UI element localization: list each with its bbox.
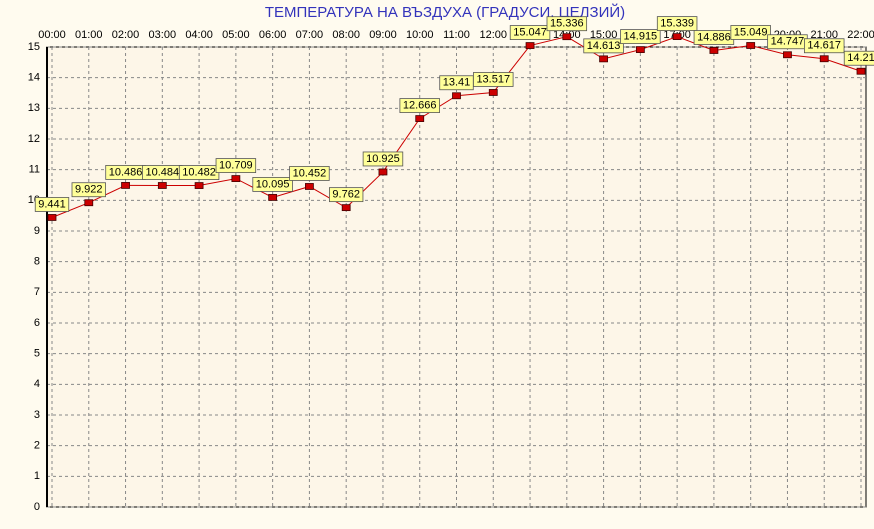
point <box>121 182 130 189</box>
value-label: 12.666 <box>403 99 437 111</box>
point <box>856 67 866 75</box>
x-tick-label: 15:00 <box>590 29 618 41</box>
y-tick-label: 1 <box>34 470 40 482</box>
value-label-box <box>34 197 70 212</box>
value-label-box <box>656 16 698 32</box>
point <box>378 168 388 176</box>
point <box>452 92 461 100</box>
value-label: 15.339 <box>660 18 694 30</box>
value-label: 10.482 <box>182 166 216 178</box>
y-tick-label: 15 <box>28 41 40 53</box>
value-label: 14.886 <box>697 31 731 43</box>
value-label: 13.517 <box>476 73 510 85</box>
value-label-box <box>399 98 440 113</box>
value-label-box <box>509 25 551 40</box>
value-label: 10.484 <box>145 166 179 178</box>
chart-title: ТЕМПЕРАТУРА НА ВЪЗДУХА (ГРАДУСИ, ЦЕЛЗИЙ) <box>265 3 625 21</box>
y-tick-label: 12 <box>28 133 40 145</box>
point <box>268 194 278 201</box>
y-tick-label: 3 <box>34 409 40 421</box>
x-tick-label: 09:00 <box>369 29 397 41</box>
x-tick-label: 22:00 <box>847 29 874 41</box>
x-tick-label: 00:00 <box>38 29 66 41</box>
value-label: 13.41 <box>443 77 471 89</box>
value-label-box <box>329 187 364 203</box>
y-tick-label: 14 <box>28 72 40 84</box>
y-tick-label: 5 <box>34 348 40 360</box>
y-tick-label: 4 <box>34 378 40 390</box>
y-tick-label: 7 <box>34 286 40 298</box>
point <box>415 115 425 122</box>
y-tick-label: 6 <box>34 317 40 329</box>
point <box>194 182 204 189</box>
value-label-box <box>215 158 257 173</box>
value-label: 10.925 <box>366 153 400 165</box>
x-tick-label: 10:00 <box>406 29 434 41</box>
value-label-box <box>803 38 845 54</box>
x-tick-label: 01:00 <box>75 29 103 41</box>
value-label: 9.762 <box>332 189 360 201</box>
value-label: 10.709 <box>219 159 253 171</box>
point <box>231 175 241 182</box>
point <box>341 204 351 212</box>
y-tick-label: 9 <box>34 225 40 237</box>
x-tick-label: 21:00 <box>810 29 838 41</box>
value-label-box <box>473 72 514 87</box>
x-tick-label: 07:00 <box>296 29 324 41</box>
x-tick-label: 06:00 <box>259 29 287 41</box>
value-label-box <box>546 16 588 32</box>
value-label: 9.922 <box>75 184 103 196</box>
y-tick-label: 11 <box>29 164 40 176</box>
point <box>305 183 314 190</box>
y-tick-label: 0 <box>34 501 40 513</box>
value-label: 14.613 <box>587 40 621 52</box>
x-tick-label: 04:00 <box>185 29 213 41</box>
y-tick-label: 2 <box>34 440 40 452</box>
value-label: 10.486 <box>109 166 143 178</box>
point <box>525 42 535 49</box>
value-label-box <box>583 38 624 54</box>
point <box>635 46 645 54</box>
value-label: 15.047 <box>513 26 547 38</box>
value-label-box <box>71 182 106 198</box>
point <box>819 55 829 63</box>
value-label-box <box>252 177 293 192</box>
value-label: 15.336 <box>550 18 584 30</box>
point <box>783 51 792 59</box>
point <box>157 182 167 189</box>
value-label: 9.441 <box>38 198 66 210</box>
value-label-box <box>362 151 404 167</box>
point <box>47 214 57 221</box>
value-label: 14.915 <box>624 31 658 43</box>
x-tick-label: 11:00 <box>443 29 470 41</box>
point <box>672 33 682 41</box>
value-label: 10.095 <box>256 178 290 190</box>
value-label-box <box>843 50 874 66</box>
x-tick-label: 03:00 <box>149 29 177 41</box>
x-tick-label: 02:00 <box>112 29 140 41</box>
point <box>746 42 756 49</box>
point <box>488 89 498 96</box>
point <box>599 55 608 63</box>
value-label-box <box>289 166 330 181</box>
value-label: 14.617 <box>807 40 841 52</box>
value-label: 14.747 <box>771 36 805 48</box>
value-label-box <box>730 25 771 40</box>
y-tick-label: 13 <box>28 102 40 114</box>
value-label: 15.049 <box>734 26 768 38</box>
x-tick-label: 08:00 <box>332 29 360 41</box>
y-tick-label: 8 <box>34 256 40 268</box>
x-tick-label: 05:00 <box>222 29 250 41</box>
value-label: 14.21 <box>847 52 874 64</box>
value-label-box <box>620 29 661 45</box>
point <box>562 33 572 41</box>
point <box>709 47 719 54</box>
value-label: 10.452 <box>293 167 327 179</box>
x-tick-label: 12:00 <box>480 29 508 41</box>
point <box>84 199 94 207</box>
